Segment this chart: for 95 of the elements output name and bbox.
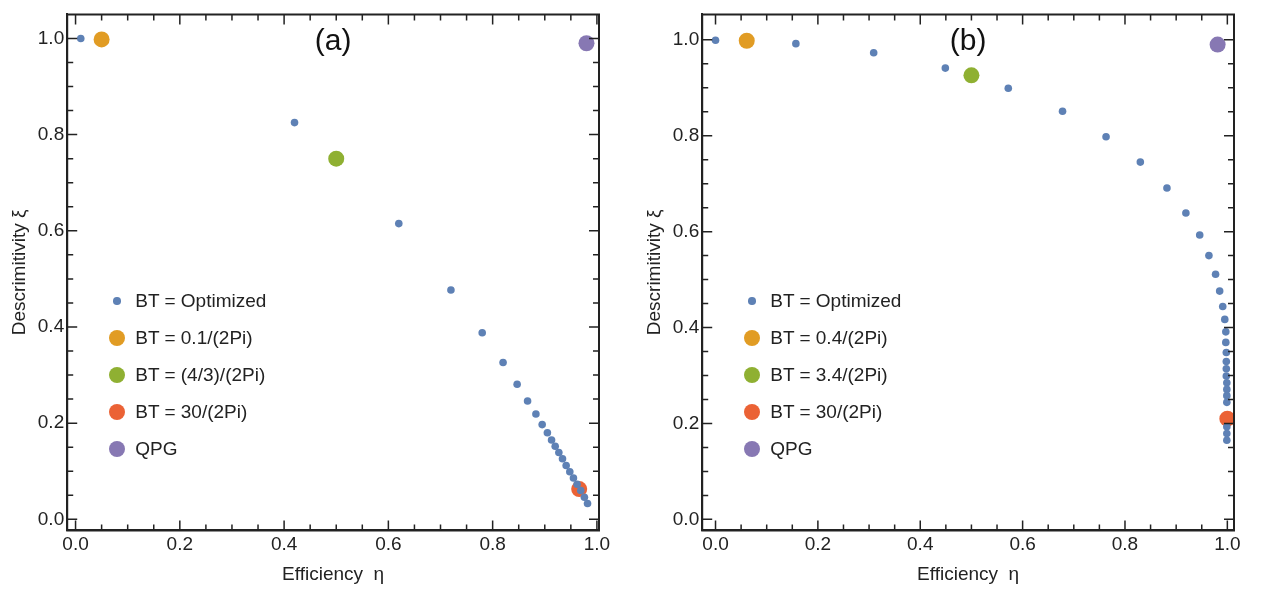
- legend-label: BT = 0.1/(2Pi): [135, 327, 253, 350]
- point: [1223, 423, 1231, 431]
- point: [543, 428, 552, 437]
- y-tick-label: 0.2: [37, 411, 65, 433]
- point: [1163, 184, 1171, 192]
- y-tick-label: 1.0: [37, 26, 65, 48]
- x-tick-label: 0.0: [62, 533, 89, 555]
- legend-label: BT = 30/(2Pi): [135, 401, 248, 424]
- point: [1222, 338, 1230, 347]
- y-tick-label: 0.4: [672, 315, 700, 337]
- y-tick-label: 0.2: [672, 411, 700, 433]
- y-axis-title: Descrimitivity ξ: [7, 209, 29, 336]
- point: [941, 64, 950, 72]
- point: [1220, 315, 1229, 324]
- legend-label: QPG: [135, 438, 178, 461]
- x-tick-label: 0.2: [166, 533, 194, 555]
- point: [290, 118, 299, 127]
- point: [1058, 107, 1067, 116]
- point: [76, 34, 85, 43]
- point: [93, 31, 110, 48]
- point: [538, 420, 546, 429]
- point: [583, 499, 592, 508]
- point: [566, 467, 574, 476]
- point: [558, 454, 567, 463]
- point: [792, 39, 800, 48]
- legend-label: BT = Optimized: [135, 290, 267, 313]
- point: [1223, 429, 1231, 438]
- x-tick-label: 0.0: [702, 533, 729, 555]
- x-tick-label: 0.6: [1009, 533, 1036, 555]
- y-tick-label: 1.0: [672, 28, 700, 50]
- x-tick-label: 1.0: [1214, 533, 1241, 555]
- x-tick-label: 0.4: [270, 533, 298, 555]
- point: [1205, 251, 1213, 260]
- y-tick-label: 0.0: [672, 507, 700, 529]
- point: [447, 286, 455, 294]
- y-axis-title: Descrimitivity ξ: [642, 209, 664, 336]
- point: [1223, 398, 1231, 407]
- y-tick-label: 0.6: [37, 219, 65, 241]
- point: [1211, 270, 1220, 279]
- annotation: (a): [314, 22, 352, 56]
- x-tick-label: 1.0: [583, 533, 611, 555]
- point: [1222, 357, 1231, 366]
- legend-label: BT = 0.4/(2Pi): [770, 327, 888, 350]
- point: [963, 67, 980, 84]
- point: [1222, 328, 1230, 336]
- annotation: (b): [949, 22, 987, 56]
- x-axis-title: Efficiency η: [282, 562, 385, 584]
- x-axis-title: Efficiency η: [917, 562, 1020, 584]
- point: [555, 448, 563, 457]
- point: [513, 380, 521, 389]
- point: [523, 397, 532, 405]
- y-tick-label: 0.8: [672, 123, 700, 145]
- legend-label: BT = 3.4/(2Pi): [770, 364, 888, 387]
- legend-label: QPG: [770, 438, 813, 461]
- point: [1223, 436, 1231, 445]
- point: [478, 328, 487, 337]
- point: [1209, 36, 1226, 53]
- point: [1195, 231, 1204, 239]
- point: [580, 493, 589, 502]
- legend-label: BT = Optimized: [770, 290, 902, 313]
- point: [562, 461, 570, 470]
- y-tick-label: 0.4: [37, 315, 65, 337]
- y-tick-label: 0.8: [37, 122, 65, 144]
- point: [1102, 132, 1110, 141]
- point: [738, 32, 755, 49]
- point: [1223, 385, 1231, 394]
- point: [547, 436, 556, 444]
- point: [1223, 378, 1231, 387]
- point: [532, 410, 540, 418]
- y-tick-label: 0.6: [672, 219, 700, 241]
- point: [1222, 372, 1231, 380]
- point: [395, 219, 403, 228]
- point: [1182, 209, 1190, 217]
- x-tick-label: 0.4: [907, 533, 934, 555]
- point: [1215, 287, 1224, 295]
- point: [328, 150, 345, 167]
- x-tick-label: 0.8: [479, 533, 506, 555]
- point: [1222, 348, 1231, 357]
- y-tick-label: 0.0: [37, 507, 65, 529]
- x-tick-label: 0.2: [804, 533, 832, 555]
- point: [569, 474, 578, 482]
- point: [711, 36, 720, 45]
- point: [1004, 84, 1013, 93]
- x-tick-label: 0.8: [1111, 533, 1139, 555]
- point: [499, 358, 507, 367]
- point: [551, 442, 560, 451]
- point: [869, 48, 878, 57]
- point: [1222, 364, 1231, 373]
- legend-label: BT = 30/(2Pi): [770, 401, 883, 424]
- point: [1218, 302, 1227, 311]
- x-tick-label: 0.6: [375, 533, 402, 555]
- point: [1136, 158, 1145, 166]
- point: [578, 35, 595, 52]
- point: [1223, 391, 1231, 400]
- legend-label: BT = (4/3)/(2Pi): [135, 364, 266, 387]
